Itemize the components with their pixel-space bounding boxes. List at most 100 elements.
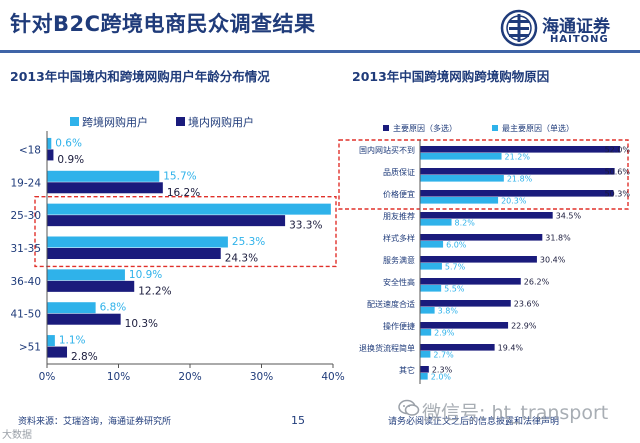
right-category-label: 国内网站买不到 <box>359 145 415 155</box>
left-bar <box>47 280 135 292</box>
right-value-label: 30.4% <box>540 256 566 265</box>
highlight-box-left <box>34 196 337 268</box>
right-value-label: 26.2% <box>524 278 550 287</box>
right-value-label: 2.9% <box>434 329 455 338</box>
left-category-label: 19-24 <box>10 177 41 189</box>
left-value-label: 16.2% <box>167 187 200 199</box>
right-bar <box>420 241 444 248</box>
right-chart-title: 2013年中国跨境网购跨境购物原因 <box>352 69 550 84</box>
footer-source: 资料来源：艾瑞咨询，海通证券研究所 <box>18 417 172 427</box>
highlight-box-right <box>338 139 629 210</box>
corner-watermark: 大数据 <box>2 430 32 441</box>
right-category-label: 配送速度合适 <box>367 299 415 309</box>
left-bar <box>47 335 55 347</box>
haitong-emblem-icon <box>500 9 538 47</box>
left-bar <box>47 215 286 227</box>
left-value-label: 25.3% <box>232 236 265 248</box>
right-value-label: 52.0% <box>605 146 631 155</box>
right-value-label: 6.0% <box>446 241 467 250</box>
left-bar <box>47 236 228 248</box>
legend-swatch-main <box>492 125 498 131</box>
left-value-label: 15.7% <box>163 170 196 182</box>
right-bar <box>420 234 543 241</box>
right-category-label: 安全性高 <box>383 277 415 287</box>
legend-label-domestic: 境内网购用户 <box>188 115 254 129</box>
right-bar <box>420 219 452 226</box>
left-value-label: 1.1% <box>59 335 86 347</box>
legend-label-main: 最主要原因（单选） <box>502 123 574 133</box>
right-value-label: 19.4% <box>498 344 524 353</box>
logo-en-text: HAITONG <box>550 34 609 45</box>
left-value-label: 39.7% <box>298 203 331 215</box>
right-bar <box>420 322 509 329</box>
left-category-label: 41-50 <box>10 309 41 321</box>
right-bar <box>420 256 537 263</box>
right-value-label: 5.7% <box>445 263 466 272</box>
right-value-label: 2.0% <box>431 373 452 382</box>
left-chart-title: 2013年中国境内和跨境网购用户年龄分布情况 <box>10 69 270 84</box>
right-value-label: 22.9% <box>511 322 537 331</box>
page-title: 针对B2C跨境电商民众调查结果 <box>10 12 316 36</box>
wechat-icon <box>398 399 420 416</box>
left-value-label: 33.3% <box>289 220 322 232</box>
left-value-label: 0.6% <box>55 137 82 149</box>
left-bar <box>47 203 331 215</box>
left-value-label: 12.2% <box>138 285 171 297</box>
left-x-tick-label: 0% <box>39 371 56 383</box>
right-bar <box>420 351 431 358</box>
legend-swatch-domestic <box>176 117 185 126</box>
left-category-label: <18 <box>19 144 41 156</box>
right-value-label: 21.2% <box>505 153 531 162</box>
right-value-label: 31.8% <box>545 234 571 243</box>
right-category-label: 其它 <box>399 365 415 375</box>
left-bar <box>47 182 163 194</box>
right-category-label: 朋友推荐 <box>383 211 415 221</box>
right-bar <box>420 153 502 160</box>
left-bar <box>47 302 96 314</box>
legend-label-cross-border: 跨境网购用户 <box>82 115 148 129</box>
right-bar <box>420 344 495 351</box>
right-value-label: 2.3% <box>432 366 453 375</box>
left-x-tick-label: 30% <box>250 371 273 383</box>
left-value-label: 24.3% <box>225 253 258 265</box>
left-x-tick-label: 10% <box>107 371 130 383</box>
legend-swatch-primary <box>383 125 389 131</box>
right-value-label: 50.3% <box>605 190 631 199</box>
right-bar <box>420 366 429 373</box>
left-bar <box>47 346 68 358</box>
right-value-label: 50.6% <box>605 168 631 177</box>
right-bar <box>420 175 504 182</box>
left-bar <box>47 313 121 325</box>
right-value-label: 20.3% <box>501 197 527 206</box>
wechat-watermark: 微信号: ht_transport <box>422 402 609 424</box>
right-bar <box>420 278 521 285</box>
right-value-label: 8.2% <box>455 219 476 228</box>
right-bar <box>420 285 442 292</box>
left-x-tick-label: 20% <box>178 371 201 383</box>
header-rule <box>0 50 640 53</box>
right-category-label: 品质保证 <box>383 167 415 177</box>
right-bar <box>420 307 435 314</box>
left-value-label: 10.9% <box>129 269 162 281</box>
right-bar <box>420 329 432 336</box>
right-bar <box>420 300 511 307</box>
left-value-label: 2.8% <box>71 351 98 363</box>
right-bar <box>420 212 553 219</box>
right-category-label: 服务满意 <box>383 255 415 265</box>
left-category-label: 31-35 <box>10 243 41 255</box>
logo-cn-text: 海通证券 <box>542 17 610 37</box>
left-value-label: 6.8% <box>100 302 127 314</box>
right-bar <box>420 197 499 204</box>
right-value-label: 3.8% <box>438 307 459 316</box>
right-category-label: 操作便捷 <box>383 321 415 331</box>
page-number: 15 <box>291 414 305 427</box>
right-bar <box>420 190 614 197</box>
left-value-label: 0.9% <box>57 154 84 166</box>
legend-label-primary: 主要原因（多选） <box>393 123 457 133</box>
footer-disclaimer: 请务必阅读正文之后的信息披露和法律声明 <box>388 417 560 427</box>
left-category-label: 25-30 <box>10 210 41 222</box>
left-category-label: >51 <box>19 342 41 354</box>
haitong-logo: 海通证券 HAITONG <box>500 8 630 54</box>
left-bar <box>47 269 125 281</box>
